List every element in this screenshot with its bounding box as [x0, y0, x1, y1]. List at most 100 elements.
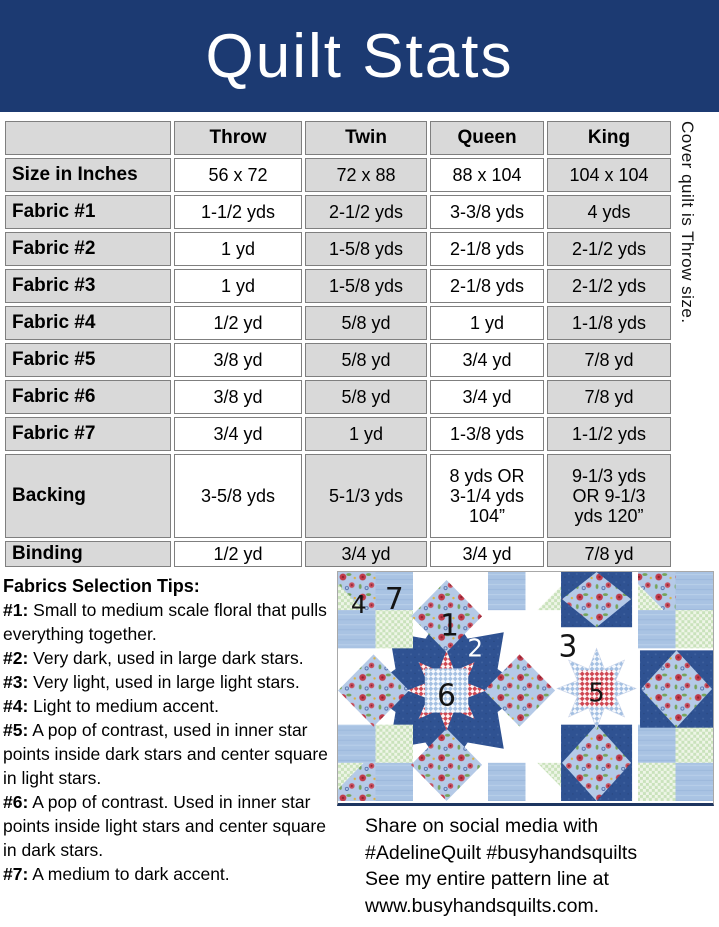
stat-cell: 56 x 72	[174, 158, 302, 192]
stat-cell: 7/8 yd	[547, 380, 671, 414]
header-queen: Queen	[430, 121, 544, 155]
stat-cell: 3/4 yd	[430, 380, 544, 414]
stat-cell: 3/8 yd	[174, 380, 302, 414]
floral-diamonds-right	[561, 572, 713, 801]
fabric-label-5: 5	[588, 678, 604, 708]
row-label: Fabric #5	[5, 343, 171, 377]
tip-text: Light to medium accent.	[33, 696, 219, 716]
tip-item: #1: Small to medium scale floral that pu…	[3, 598, 337, 646]
stat-cell: 1 yd	[174, 269, 302, 303]
tip-item: #5: A pop of contrast, used in inner sta…	[3, 718, 337, 790]
share-line: See my entire pattern line at	[365, 868, 609, 890]
stat-cell: 2-1/8 yds	[430, 269, 544, 303]
header-twin: Twin	[305, 121, 427, 155]
stat-cell: 3/4 yd	[174, 417, 302, 451]
stat-cell: 8 yds OR 3-1/4 yds 104”	[430, 454, 544, 538]
fabric-label-4: 4	[351, 590, 367, 619]
share-line: #AdelineQuilt #busyhandsquilts	[365, 841, 638, 864]
share-line: Share on social media with	[365, 815, 599, 837]
tip-label: #6:	[3, 792, 29, 812]
stat-cell: 1 yd	[174, 232, 302, 266]
fabric-label-6: 6	[437, 678, 456, 713]
tip-item: #3: Very light, used in large light star…	[3, 670, 337, 694]
row-label: Fabric #6	[5, 380, 171, 414]
stat-cell: 3-3/8 yds	[430, 195, 544, 229]
stat-cell: 3/4 yd	[305, 541, 427, 567]
stat-cell: 9-1/3 yds OR 9-1/3 yds 120”	[547, 454, 671, 538]
quilt-svg: 1 2 3 4 5 6 7	[338, 572, 713, 803]
stat-cell: 104 x 104	[547, 158, 671, 192]
table-row: Fabric #4 1/2 yd 5/8 yd 1 yd 1-1/8 yds	[5, 306, 671, 340]
social-share-text: Share on social media with #AdelineQuilt…	[365, 813, 715, 919]
tip-item: #7: A medium to dark accent.	[3, 862, 337, 886]
tip-item: #6: A pop of contrast. Used in inner sta…	[3, 790, 337, 862]
stat-cell: 1 yd	[305, 417, 427, 451]
header-king: King	[547, 121, 671, 155]
row-label: Fabric #2	[5, 232, 171, 266]
tip-label: #1:	[3, 600, 29, 620]
stat-cell: 88 x 104	[430, 158, 544, 192]
stat-cell: 72 x 88	[305, 158, 427, 192]
stat-cell: 1 yd	[430, 306, 544, 340]
tip-label: #5:	[3, 720, 29, 740]
stat-cell: 5-1/3 yds	[305, 454, 427, 538]
tip-text: A pop of contrast, used in inner star po…	[3, 720, 328, 788]
row-label: Fabric #4	[5, 306, 171, 340]
stat-cell: 7/8 yd	[547, 343, 671, 377]
stat-cell: 7/8 yd	[547, 541, 671, 567]
fabric-label-2: 2	[467, 633, 483, 662]
table-row: Fabric #2 1 yd 1-5/8 yds 2-1/8 yds 2-1/2…	[5, 232, 671, 266]
stat-cell: 5/8 yd	[305, 306, 427, 340]
table-row: Fabric #6 3/8 yd 5/8 yd 3/4 yd 7/8 yd	[5, 380, 671, 414]
stat-cell: 3/4 yd	[430, 541, 544, 567]
row-label: Backing	[5, 454, 171, 538]
fabric-label-7: 7	[385, 582, 404, 617]
page-title: Quilt Stats	[205, 21, 514, 91]
cover-quilt-note: Cover quilt is Throw size.	[678, 121, 697, 324]
table-row: Fabric #1 1-1/2 yds 2-1/2 yds 3-3/8 yds …	[5, 195, 671, 229]
fabric-label-3: 3	[559, 629, 578, 664]
share-line: www.busyhandsquilts.com.	[365, 894, 600, 917]
quilt-stats-table: Throw Twin Queen King Size in Inches 56 …	[2, 118, 674, 570]
tip-item: #4: Light to medium accent.	[3, 694, 337, 718]
stat-cell: 1-1/8 yds	[547, 306, 671, 340]
fabric-number-labels: 1 2 3 4 5 6 7	[351, 582, 605, 714]
tip-label: #3:	[3, 672, 29, 692]
tip-text: Small to medium scale floral that pulls …	[3, 600, 327, 644]
stat-cell: 1-1/2 yds	[174, 195, 302, 229]
tip-item: #2: Very dark, used in large dark stars.	[3, 646, 337, 670]
stat-cell: 5/8 yd	[305, 343, 427, 377]
stat-cell: 2-1/2 yds	[547, 269, 671, 303]
tip-text: A medium to dark accent.	[32, 864, 230, 884]
tip-label: #2:	[3, 648, 29, 668]
stat-cell: 2-1/2 yds	[547, 232, 671, 266]
quilt-preview-image: 1 2 3 4 5 6 7	[337, 571, 714, 806]
fabric-tips: Fabrics Selection Tips: #1: Small to med…	[3, 574, 337, 886]
stat-cell: 3-5/8 yds	[174, 454, 302, 538]
light-star-center	[578, 670, 615, 707]
tip-label: #4:	[3, 696, 29, 716]
header-blank	[5, 121, 171, 155]
tip-text: A pop of contrast. Used in inner star po…	[3, 792, 326, 860]
stat-cell: 5/8 yd	[305, 380, 427, 414]
table-header-row: Throw Twin Queen King	[5, 121, 671, 155]
stat-cell: 1/2 yd	[174, 541, 302, 567]
fabric-label-1: 1	[440, 608, 459, 643]
row-label: Size in Inches	[5, 158, 171, 192]
dark-star-center	[424, 668, 469, 713]
row-label: Fabric #1	[5, 195, 171, 229]
row-label: Binding	[5, 541, 171, 567]
stat-cell: 2-1/8 yds	[430, 232, 544, 266]
stat-cell: 1/2 yd	[174, 306, 302, 340]
table-row: Size in Inches 56 x 72 72 x 88 88 x 104 …	[5, 158, 671, 192]
stat-cell: 1-5/8 yds	[305, 269, 427, 303]
table-row: Backing 3-5/8 yds 5-1/3 yds 8 yds OR 3-1…	[5, 454, 671, 538]
tip-text: Very light, used in large light stars.	[33, 672, 300, 692]
tip-text: Very dark, used in large dark stars.	[33, 648, 304, 668]
stat-cell: 3/8 yd	[174, 343, 302, 377]
tips-heading: Fabrics Selection Tips:	[3, 576, 200, 596]
chain-squares	[338, 572, 713, 801]
table-row: Fabric #7 3/4 yd 1 yd 1-3/8 yds 1-1/2 yd…	[5, 417, 671, 451]
stat-cell: 4 yds	[547, 195, 671, 229]
